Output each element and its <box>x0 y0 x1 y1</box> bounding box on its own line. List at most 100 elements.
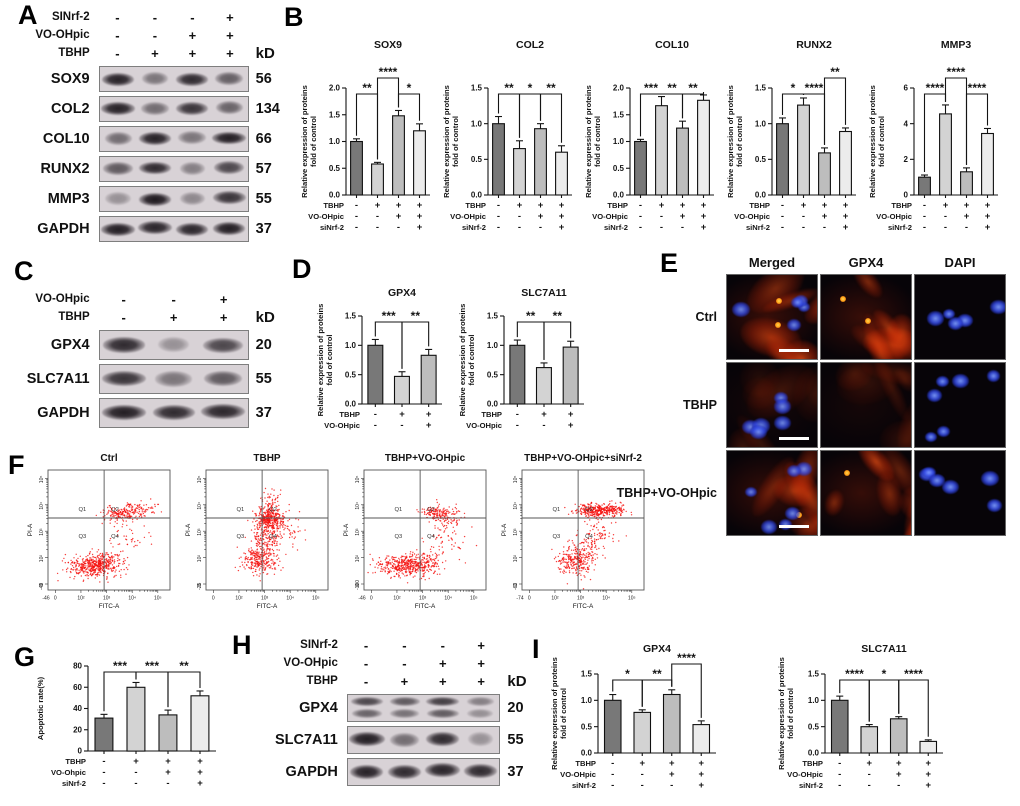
x-row-mark: - <box>102 767 105 778</box>
wb-condition-mark: + <box>226 9 234 25</box>
svg-text:1.5: 1.5 <box>487 312 499 321</box>
panel-i-label: I <box>532 634 540 664</box>
x-row-mark: - <box>660 211 663 222</box>
wb-protein-label: MMP3 <box>47 191 90 207</box>
x-row-label: TBHP <box>891 201 912 210</box>
bar <box>158 714 178 752</box>
wb-band <box>100 222 136 236</box>
wb-blot-image <box>98 66 249 92</box>
x-row-mark: + <box>925 780 931 791</box>
quadrant-label: Q4 <box>269 534 278 540</box>
x-row-mark: + <box>680 211 686 222</box>
wb-band <box>212 131 246 145</box>
x-row-label: TBHP <box>323 201 344 210</box>
svg-text:0.5: 0.5 <box>808 722 820 731</box>
wb-condition-mark: - <box>152 9 158 25</box>
x-row-mark: - <box>376 222 379 233</box>
chart-title: GPX4 <box>643 643 671 655</box>
svg-text:0.0: 0.0 <box>345 400 357 409</box>
if-nucleus <box>774 415 792 430</box>
wb-band <box>426 697 459 707</box>
x-row-mark: - <box>641 769 644 780</box>
x-tick-label: 10² <box>393 596 401 602</box>
x-tick-label: 0 <box>528 596 531 602</box>
if-nucleus <box>986 370 1000 382</box>
x-row-mark: + <box>396 200 402 211</box>
x-row-mark: - <box>923 211 926 222</box>
x-row-mark: - <box>944 222 947 233</box>
wb-band <box>179 162 205 176</box>
if-bright-spot <box>844 469 851 476</box>
x-tick-label: 10⁵ <box>312 596 320 602</box>
panel-c-label: C <box>14 256 34 286</box>
if-bright-spot <box>775 297 782 304</box>
y-axis-label: Relative expression of proteins <box>458 304 467 417</box>
y-tick-label: 10² <box>513 555 519 563</box>
quadrant-label: Q3 <box>553 534 561 540</box>
wb-blot-image <box>346 694 501 722</box>
wb-condition-label: VO-OHpic <box>283 657 338 669</box>
wb-blot-image <box>98 364 249 394</box>
significance-stars: **** <box>904 667 923 681</box>
svg-text:40: 40 <box>73 704 82 713</box>
wb-condition-label: VO-OHpic <box>35 29 90 41</box>
wb-condition-mark: - <box>402 637 407 653</box>
x-row-label: TBHP <box>339 410 360 419</box>
y-tick-label: 10⁵ <box>39 476 45 484</box>
scale-bar <box>779 525 809 528</box>
wb-condition-marks: - - + + <box>99 28 249 43</box>
if-nucleus <box>986 499 1003 513</box>
x-row-label: siNrf-2 <box>572 781 596 790</box>
bar <box>420 354 437 405</box>
x-row-mark: - <box>497 222 500 233</box>
x-row-mark: - <box>539 222 542 233</box>
x-row-label: siNrf-2 <box>799 781 823 790</box>
wb-band <box>138 132 172 146</box>
if-nucleus <box>924 431 938 443</box>
y-min-label: -25 <box>197 583 203 590</box>
chart-title: MMP3 <box>941 39 971 51</box>
x-min-label: -46 <box>358 596 365 602</box>
if-image-gpx4 <box>820 274 912 360</box>
quadrant-label: Q2 <box>427 507 435 513</box>
wb-blot-row: MMP3 55 <box>8 186 286 212</box>
wb-kd-header: kD <box>255 44 275 62</box>
x-tick-label: 10⁴ <box>444 596 452 602</box>
x-row-mark: - <box>823 222 826 233</box>
x-row-mark: + <box>943 200 949 211</box>
y-axis-label: PI-A <box>27 523 34 536</box>
x-row-mark: - <box>397 222 400 233</box>
y-axis-label: Apoptotic rate(%) <box>36 676 45 740</box>
y-axis-label: fold of control <box>325 334 334 385</box>
x-row-mark: + <box>698 769 704 780</box>
x-row-label: VO-OHpic <box>450 212 486 221</box>
wb-band <box>102 161 134 175</box>
wb-condition-mark: + <box>169 309 178 325</box>
wb-condition-mark: - <box>152 27 158 43</box>
wb-band <box>425 763 460 778</box>
svg-text:1.5: 1.5 <box>345 312 357 321</box>
x-row-label: TBHP <box>607 201 628 210</box>
y-axis-label: Relative expression of proteins <box>777 657 786 770</box>
bar-charts-panel-i: 0.0 0.5 1.0 1.5 GPX4 Relative expression of p… <box>548 638 953 804</box>
significance-stars: ** <box>553 309 563 323</box>
wb-kd-value: 134 <box>255 101 280 117</box>
x-row-mark: + <box>822 211 828 222</box>
western-blot-panel-c: VO-OHpic - - + TBHP - + + kD GPX4 20 SLC7A11 55 GAPDH… <box>8 290 286 428</box>
y-tick-label: 10⁴ <box>39 502 45 510</box>
x-row-mark: - <box>670 780 673 791</box>
scale-bar <box>779 349 809 352</box>
wb-condition-label: TBHP <box>58 311 90 323</box>
wb-blot-row: SLC7A11 55 <box>240 726 540 754</box>
svg-text:1.5: 1.5 <box>755 84 767 93</box>
x-tick-label: 0 <box>212 596 215 602</box>
wb-condition-mark: - <box>363 637 369 653</box>
bar <box>839 130 852 196</box>
x-row-mark: - <box>611 780 614 791</box>
wb-band <box>426 709 459 719</box>
flow-plot-tbhp+vo-ohpic+sinrf-2: TBHP+VO-OHpic+siNrf-2 Q1 Q2 Q3 Q4 0 10² 10³ 10⁴ 1… <box>501 453 645 610</box>
y-axis-label: Relative expression of proteins <box>550 657 559 770</box>
x-row-mark: - <box>660 222 663 233</box>
